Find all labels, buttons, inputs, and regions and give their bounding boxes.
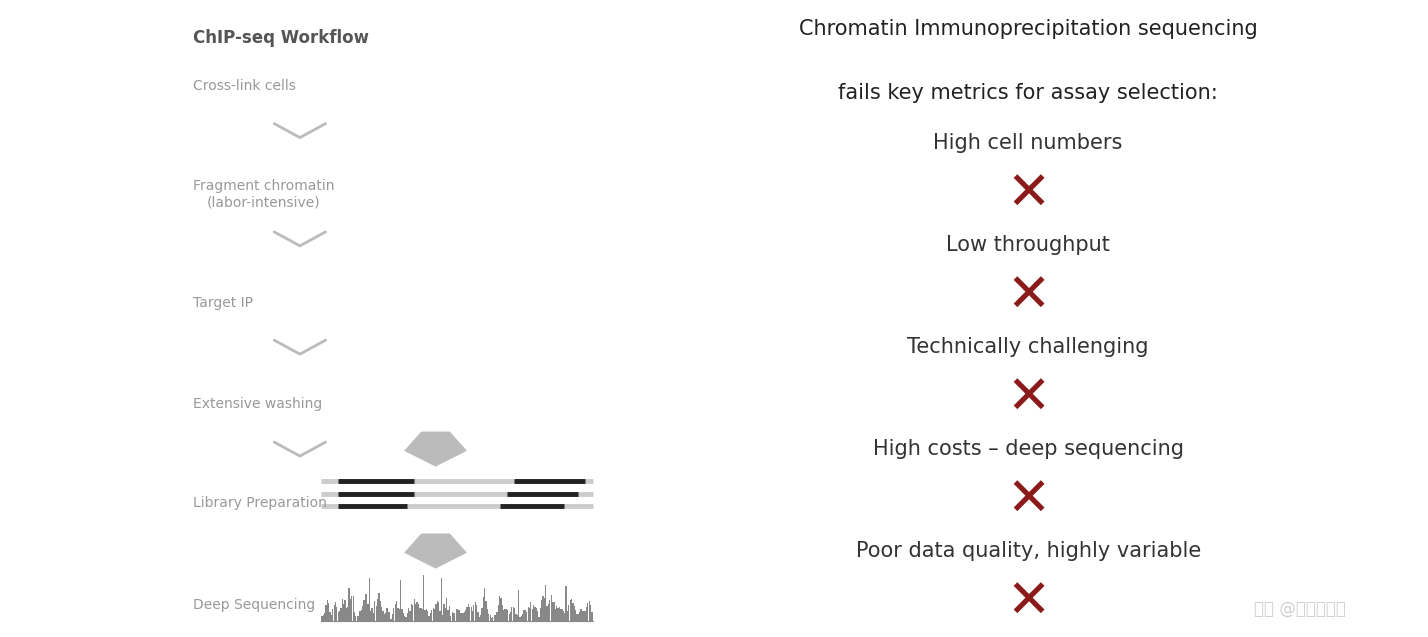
Text: 知乎 @欣博盛生物: 知乎 @欣博盛生物 xyxy=(1254,600,1345,618)
Text: ChIP-seq Workflow: ChIP-seq Workflow xyxy=(193,29,368,47)
Polygon shape xyxy=(404,432,467,466)
Text: Fragment chromatin
(labor-intensive): Fragment chromatin (labor-intensive) xyxy=(193,179,334,210)
Text: Low throughput: Low throughput xyxy=(947,235,1110,255)
Text: High cell numbers: High cell numbers xyxy=(934,133,1122,154)
Text: Technically challenging: Technically challenging xyxy=(907,337,1150,357)
Text: Target IP: Target IP xyxy=(193,296,253,310)
Polygon shape xyxy=(404,534,467,568)
Text: Poor data quality, highly variable: Poor data quality, highly variable xyxy=(855,541,1201,561)
Text: ✕: ✕ xyxy=(1007,474,1050,526)
Text: ✕: ✕ xyxy=(1007,576,1050,628)
Text: Extensive washing: Extensive washing xyxy=(193,397,323,412)
Text: ✕: ✕ xyxy=(1007,270,1050,322)
Text: fails key metrics for assay selection:: fails key metrics for assay selection: xyxy=(838,83,1218,103)
Text: High costs – deep sequencing: High costs – deep sequencing xyxy=(873,439,1184,459)
Text: Cross-link cells: Cross-link cells xyxy=(193,79,296,93)
Text: ✕: ✕ xyxy=(1007,168,1050,220)
Text: ✕: ✕ xyxy=(1007,372,1050,424)
Text: Library Preparation: Library Preparation xyxy=(193,496,327,510)
Text: Deep Sequencing: Deep Sequencing xyxy=(193,598,316,612)
Text: Chromatin Immunoprecipitation sequencing: Chromatin Immunoprecipitation sequencing xyxy=(798,19,1258,39)
